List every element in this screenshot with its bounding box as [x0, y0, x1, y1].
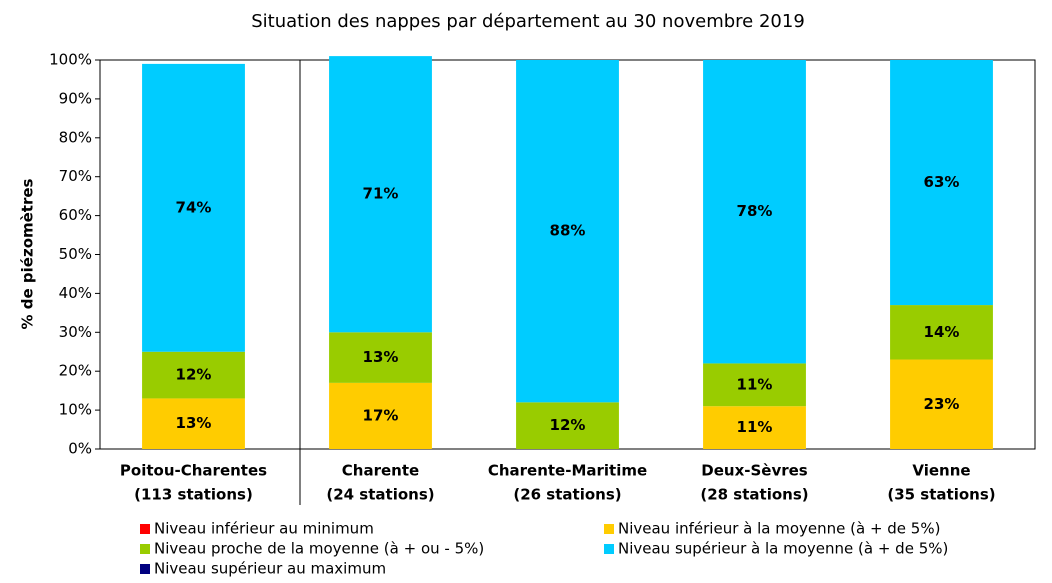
legend-swatch	[140, 524, 150, 534]
y-tick-label: 50%	[59, 245, 92, 263]
y-tick-label: 20%	[59, 362, 92, 380]
data-label: 74%	[176, 198, 212, 216]
legend-swatch	[140, 564, 150, 574]
legend-label: Niveau supérieur au maximum	[154, 560, 386, 578]
data-label: 14%	[924, 323, 960, 341]
bar-segment	[329, 332, 432, 383]
legend-swatch	[604, 524, 614, 534]
x-tick-label: (24 stations)	[326, 486, 434, 504]
data-label: 11%	[737, 418, 773, 436]
bar-segment	[516, 402, 619, 449]
data-label: 13%	[176, 414, 212, 432]
bar-segment	[890, 305, 993, 360]
y-axis-label: % de piézomètres	[19, 178, 37, 329]
y-tick-label: 30%	[59, 323, 92, 341]
data-label: 63%	[924, 173, 960, 191]
x-tick-label: Deux-Sèvres	[701, 462, 808, 480]
data-label: 12%	[550, 416, 586, 434]
bar-segment	[703, 363, 806, 407]
chart-title: Situation des nappes par département au …	[251, 11, 805, 32]
data-label: 12%	[176, 366, 212, 384]
data-label: 71%	[363, 185, 399, 203]
bar-segment	[703, 60, 806, 364]
y-tick-label: 90%	[59, 89, 92, 107]
bar-segment	[329, 56, 432, 333]
x-tick-label: (35 stations)	[887, 486, 995, 504]
legend-label: Niveau proche de la moyenne (à + ou - 5%…	[154, 540, 484, 558]
data-label: 13%	[363, 348, 399, 366]
data-label: 78%	[737, 202, 773, 220]
bar-segment	[142, 63, 245, 352]
y-tick-label: 10%	[59, 401, 92, 419]
bar-segment	[703, 406, 806, 449]
x-tick-label: (113 stations)	[134, 486, 253, 504]
bar-segment	[329, 382, 432, 449]
y-tick-label: 70%	[59, 167, 92, 185]
x-tick-label: (28 stations)	[700, 486, 808, 504]
bar-segment	[142, 351, 245, 399]
x-tick-label: Vienne	[912, 462, 970, 480]
bar-segment	[890, 60, 993, 306]
data-label: 17%	[363, 406, 399, 424]
y-tick-label: 60%	[59, 206, 92, 224]
x-tick-label: Charente-Maritime	[488, 462, 647, 480]
legend-label: Niveau inférieur à la moyenne (à + de 5%…	[618, 520, 940, 538]
bar-segment	[516, 60, 619, 403]
data-label: 23%	[924, 395, 960, 413]
y-tick-label: 0%	[68, 440, 92, 458]
legend-swatch	[140, 544, 150, 554]
x-tick-label: (26 stations)	[513, 486, 621, 504]
bar-segment	[890, 359, 993, 449]
legend-label: Niveau supérieur à la moyenne (à + de 5%…	[618, 540, 948, 558]
data-label: 11%	[737, 375, 773, 393]
bar-segment	[142, 398, 245, 449]
legend-label: Niveau inférieur au minimum	[154, 520, 374, 538]
y-tick-label: 100%	[49, 51, 92, 69]
y-tick-label: 80%	[59, 128, 92, 146]
x-tick-label: Charente	[342, 462, 419, 480]
legend-swatch	[604, 544, 614, 554]
x-tick-label: Poitou-Charentes	[120, 462, 267, 480]
data-label: 88%	[550, 222, 586, 240]
y-tick-label: 40%	[59, 284, 92, 302]
